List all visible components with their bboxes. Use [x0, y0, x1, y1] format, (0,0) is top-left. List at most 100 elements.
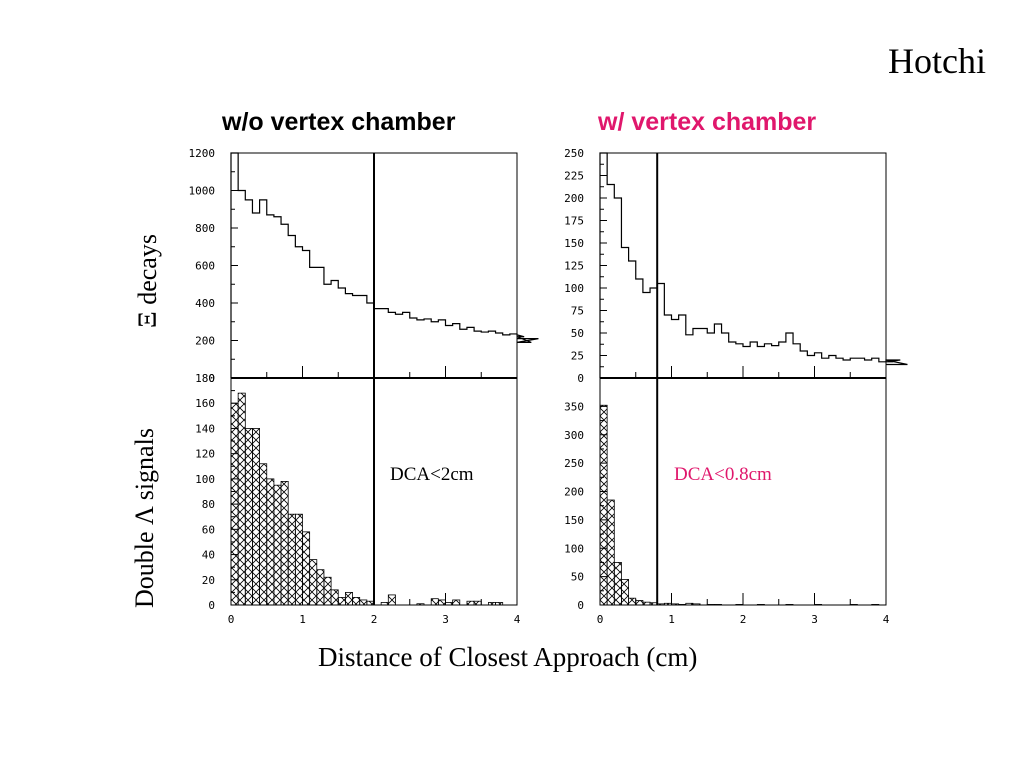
histogram-bin — [871, 604, 880, 606]
histogram-bin — [678, 604, 687, 606]
y-tick-label: 600 — [195, 260, 215, 273]
histogram-bin — [663, 602, 672, 606]
y-tick-label: 0 — [577, 599, 584, 612]
x-tick-label: 0 — [228, 613, 235, 626]
histogram-bin — [316, 569, 325, 606]
y-tick-label: 50 — [571, 327, 584, 340]
histogram-bin — [466, 600, 475, 606]
plot-frame — [599, 377, 887, 606]
histogram-bin — [756, 604, 765, 606]
x-tick-label: 0 — [597, 613, 604, 626]
x-tick-label: 1 — [668, 613, 675, 626]
y-tick-label: 0 — [208, 599, 215, 612]
x-axis-label: Distance of Closest Approach (cm) — [318, 642, 698, 672]
histogram-bin — [352, 597, 361, 606]
histogram-bin — [735, 604, 744, 606]
histogram-bin — [280, 481, 289, 606]
histogram-bin — [366, 600, 375, 606]
histogram-bin — [380, 602, 389, 606]
histogram-bin — [628, 597, 637, 606]
histogram-bin — [387, 594, 396, 606]
histogram-bin — [330, 589, 339, 606]
histogram-bin — [706, 604, 715, 606]
histogram-bin — [273, 484, 282, 606]
histogram-bin — [437, 599, 446, 606]
x-tick-label: 4 — [514, 613, 521, 626]
histogram-bin — [259, 463, 268, 606]
histogram-bin — [452, 599, 461, 606]
histogram-bin — [309, 559, 318, 606]
y-tick-label: 400 — [195, 297, 215, 310]
right-bottom-plot: 350 300 250 200 150 100 50 00 1 2 3 4 DCA<0.8cm — [564, 377, 890, 626]
histogram-bin — [814, 604, 823, 606]
histogram-bin — [635, 600, 644, 606]
histogram-bin — [495, 602, 504, 606]
histogram-bin — [266, 478, 275, 606]
y-tick-label: 1200 — [189, 147, 216, 160]
x-tick-label: 4 — [883, 613, 890, 626]
histogram-bin — [692, 603, 701, 606]
histogram-bin — [416, 603, 425, 606]
histogram-bin — [642, 601, 651, 606]
y-tick-label: 100 — [564, 542, 584, 555]
y-tick-label: 225 — [564, 170, 584, 183]
left-top-plot: 1200 1000 800 600 400 200 0 — [189, 147, 539, 385]
y-tick-label: 40 — [202, 549, 215, 562]
histogram-bin — [359, 599, 368, 606]
histogram-bin — [685, 602, 694, 606]
x-tick-label: 2 — [740, 613, 747, 626]
author-name: Hotchi — [888, 41, 986, 81]
histogram-bin — [252, 428, 260, 606]
histogram-bin — [302, 531, 311, 606]
histogram-bin — [344, 591, 353, 606]
histogram-outline — [599, 152, 908, 378]
x-tick-label: 3 — [442, 613, 449, 626]
y-tick-label: 140 — [195, 422, 215, 435]
right-panel-title: w/ vertex chamber — [598, 108, 817, 136]
y-tick-label: 75 — [571, 305, 584, 318]
y-tick-label: 0 — [577, 372, 584, 385]
y-tick-label: 20 — [202, 574, 215, 587]
y-tick-label: 250 — [564, 147, 584, 160]
y-tick-label: 175 — [564, 215, 584, 228]
histogram-bin — [244, 428, 253, 606]
dca-cut-annotation: DCA<2cm — [390, 464, 474, 485]
histogram-bin — [656, 603, 665, 606]
y-tick-label: 200 — [564, 192, 584, 205]
histogram-bin — [487, 602, 496, 606]
y-tick-label: 1000 — [189, 185, 216, 198]
y-tick-label: 350 — [564, 400, 584, 413]
histogram-bin — [337, 597, 346, 606]
histogram-bin — [294, 513, 303, 606]
histogram-bin — [785, 604, 794, 606]
histogram-bin — [430, 598, 439, 606]
y-tick-label: 100 — [564, 282, 584, 295]
y-tick-label: 180 — [195, 372, 215, 385]
histogram-bin — [671, 603, 680, 606]
histogram-bin — [613, 562, 622, 606]
y-tick-label: 250 — [564, 457, 584, 470]
x-tick-label: 2 — [371, 613, 378, 626]
x-tick-label: 1 — [299, 613, 306, 626]
left-panel-title: w/o vertex chamber — [222, 108, 456, 136]
y-tick-label: 0 — [208, 372, 215, 385]
y-tick-label: 800 — [195, 222, 215, 235]
histogram-bin — [445, 602, 454, 606]
histogram-bin — [649, 602, 658, 606]
y-tick-label: 150 — [564, 514, 584, 527]
y-tick-label: 25 — [571, 350, 584, 363]
histogram-outline — [230, 152, 539, 378]
y-tick-label: 300 — [564, 429, 584, 442]
y-tick-label: 200 — [195, 335, 215, 348]
y-tick-label: 125 — [564, 260, 584, 273]
y-tick-label: 80 — [202, 498, 215, 511]
y-tick-label: 150 — [564, 237, 584, 250]
histogram-bin — [287, 513, 296, 606]
y-tick-label: 60 — [202, 523, 215, 536]
histogram-bin — [606, 499, 615, 606]
histogram-bin — [473, 600, 482, 606]
dca-cut-annotation: DCA<0.8cm — [674, 464, 772, 485]
histogram-bin — [323, 576, 332, 606]
